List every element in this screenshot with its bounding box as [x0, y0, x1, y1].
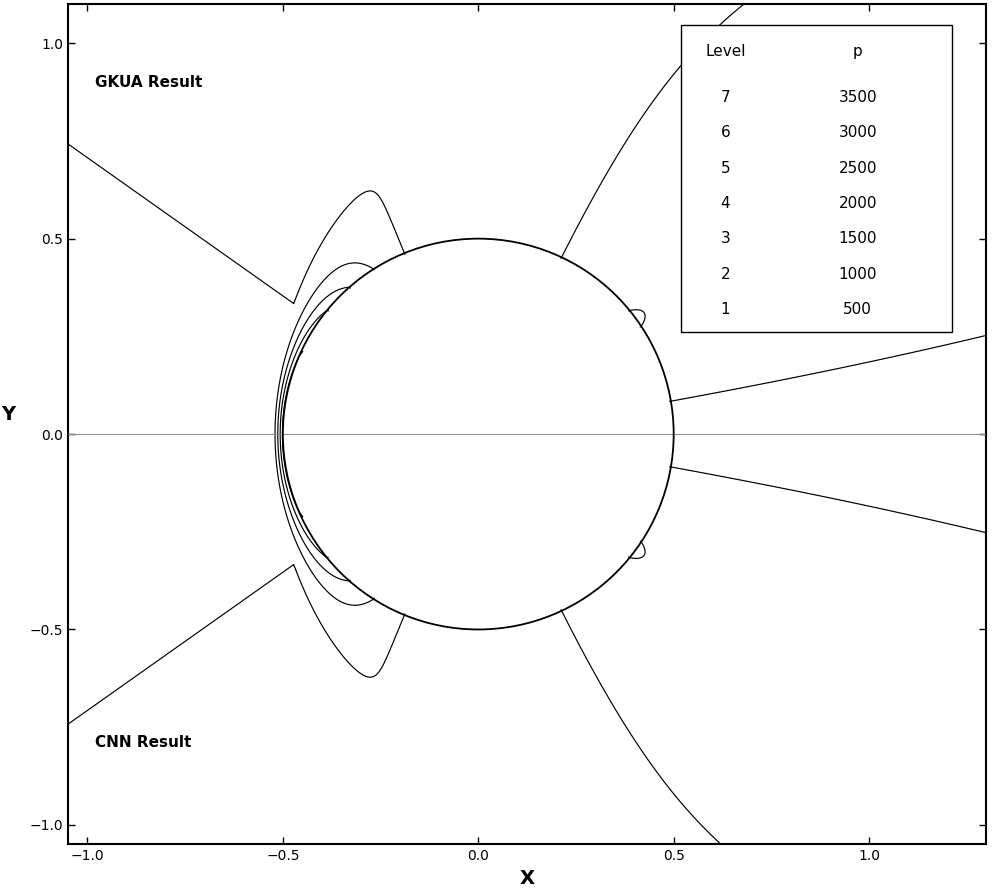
- Text: 2000: 2000: [839, 196, 877, 211]
- X-axis label: X: X: [520, 869, 535, 888]
- Text: 3: 3: [721, 231, 730, 246]
- Text: 2500: 2500: [839, 161, 877, 176]
- Text: 1: 1: [721, 302, 730, 318]
- Text: p: p: [853, 44, 863, 59]
- Text: CNN Result: CNN Result: [95, 735, 192, 750]
- Text: 500: 500: [843, 302, 872, 318]
- FancyBboxPatch shape: [681, 25, 952, 332]
- Text: 4: 4: [721, 196, 730, 211]
- Text: 7: 7: [721, 90, 730, 104]
- Text: 5: 5: [721, 161, 730, 176]
- Text: 2: 2: [721, 267, 730, 282]
- Text: 1000: 1000: [839, 267, 877, 282]
- Y-axis label: Y: Y: [2, 405, 16, 425]
- Text: 3500: 3500: [838, 90, 877, 104]
- Text: 3000: 3000: [838, 125, 877, 140]
- Text: 6: 6: [721, 125, 730, 140]
- Text: GKUA Result: GKUA Result: [95, 75, 203, 89]
- Text: Level: Level: [705, 44, 746, 59]
- Text: 1500: 1500: [839, 231, 877, 246]
